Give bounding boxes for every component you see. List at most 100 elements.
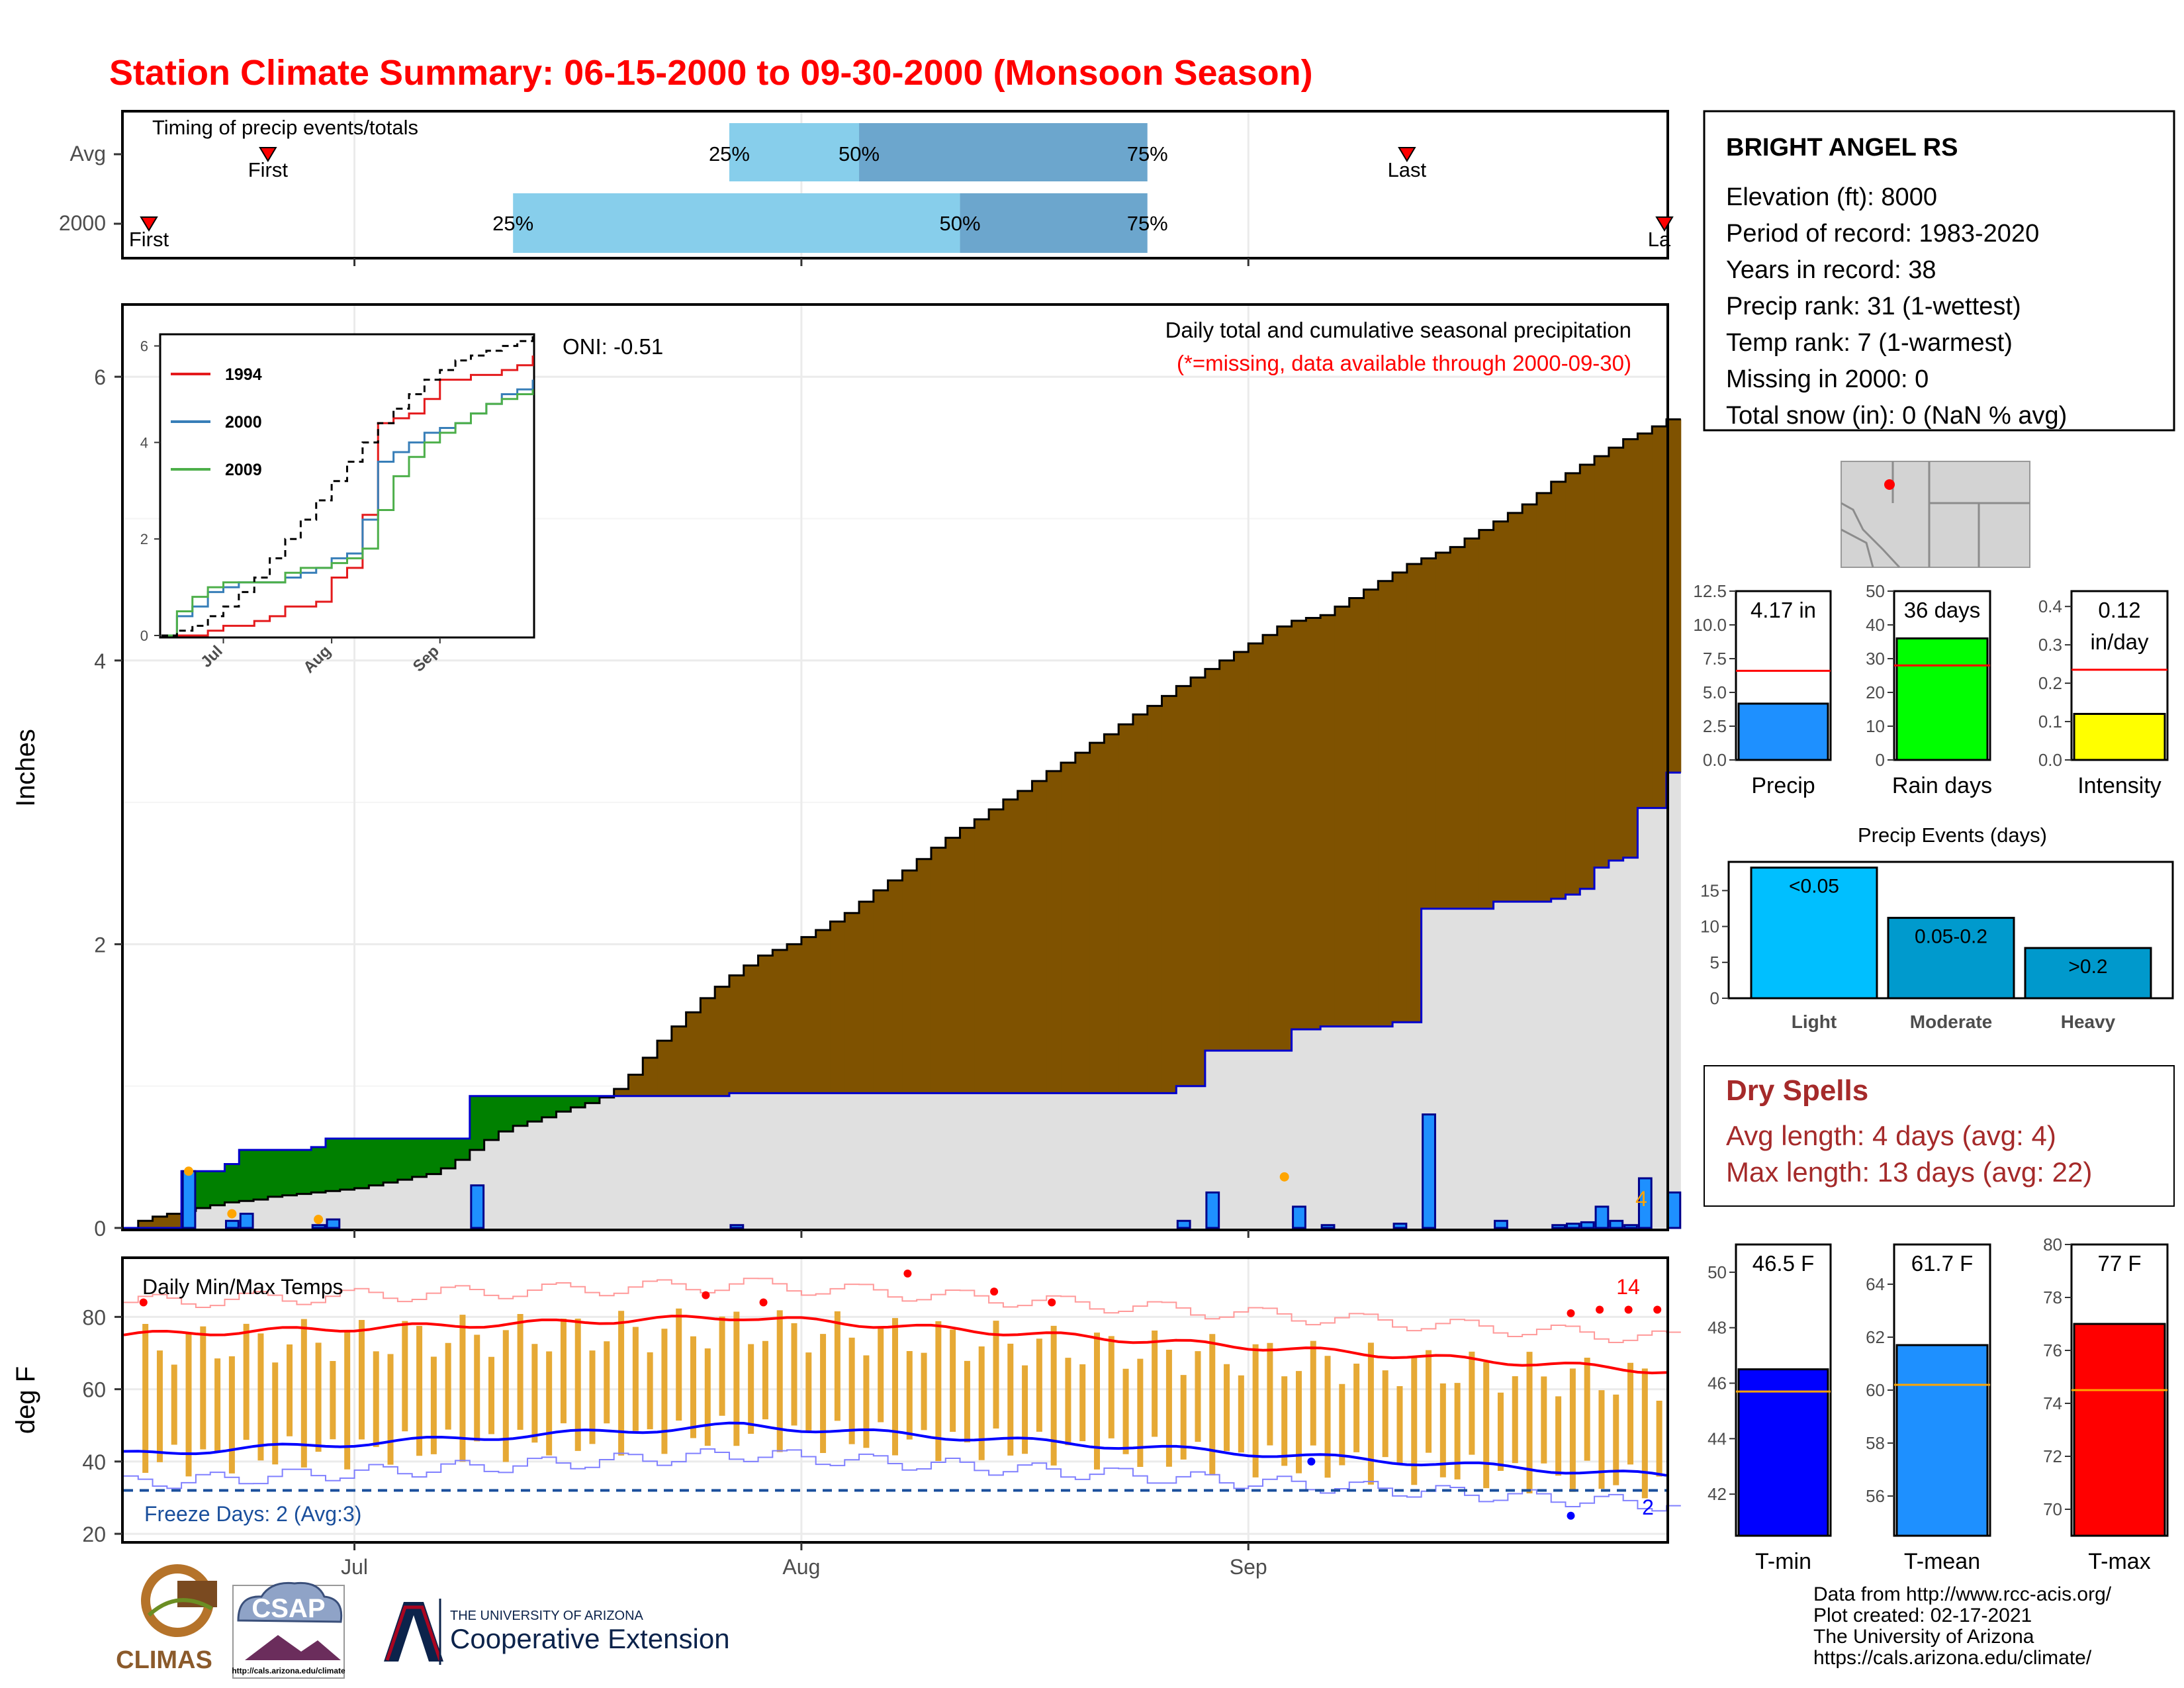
temp-panel: 20 40 60 80 deg F Daily Min/Max Temps Freez… bbox=[11, 1256, 1681, 1579]
deficit-segment bbox=[1637, 433, 1653, 808]
freeze-count: 2 bbox=[1642, 1495, 1654, 1519]
event-bar-light bbox=[1750, 867, 1878, 1000]
missing-marker bbox=[227, 1209, 237, 1219]
first-event-marker bbox=[140, 216, 158, 232]
surplus-segment bbox=[498, 1096, 514, 1132]
deficit-segment bbox=[1147, 706, 1163, 1094]
deficit-segment bbox=[1608, 447, 1624, 861]
deficit-segment bbox=[1565, 473, 1580, 895]
deficit-segment bbox=[1594, 456, 1610, 868]
last-event-label: La bbox=[1648, 228, 1671, 251]
deficit-segment bbox=[1191, 677, 1206, 1086]
timing-bar-50-75 bbox=[859, 123, 1148, 181]
deficit-segment bbox=[1363, 589, 1379, 1027]
deficit-segment bbox=[1508, 512, 1523, 902]
deficit-segment bbox=[887, 880, 903, 1094]
ua-top-text: THE UNIVERSITY OF ARIZONA bbox=[450, 1609, 644, 1623]
deficit-segment bbox=[1075, 753, 1091, 1094]
deficit-segment bbox=[1320, 615, 1336, 1027]
deficit-segment bbox=[1378, 581, 1393, 1027]
credit-line-2: Plot created: 02-17-2021 bbox=[1813, 1605, 2032, 1626]
summary-bar-chart-intensity: 0.0 0.1 0.2 0.3 0.4 0.12 in/day Intensity bbox=[2038, 590, 2169, 798]
temp-x-tick-label: Jul bbox=[341, 1555, 368, 1579]
university-of-arizona-logo: THE UNIVERSITY OF ARIZONA Cooperative Ex… bbox=[384, 1599, 730, 1665]
record-high-marker bbox=[1048, 1298, 1056, 1307]
deficit-segment bbox=[1032, 780, 1047, 1094]
surplus-segment bbox=[210, 1171, 225, 1205]
deficit-segment bbox=[1104, 734, 1119, 1094]
daily-precip-bar bbox=[1580, 1221, 1595, 1229]
station-line-precip-rank: Precip rank: 31 (1-wettest) bbox=[1726, 293, 2021, 320]
timing-bar-25-50 bbox=[729, 123, 860, 181]
event-bar-moderate bbox=[1887, 917, 2015, 1000]
timing-row-label-avg: Avg bbox=[69, 142, 106, 165]
record-low-line bbox=[124, 1448, 1681, 1512]
timing-bar-25-50 bbox=[513, 193, 960, 253]
daily-precip-bar bbox=[1494, 1219, 1508, 1229]
surplus-segment bbox=[556, 1096, 571, 1112]
surplus-segment bbox=[296, 1150, 312, 1194]
record-high-marker bbox=[759, 1298, 768, 1307]
deficit-segment bbox=[1263, 635, 1278, 1051]
summary-y-tick-label: 0.2 bbox=[2038, 673, 2062, 693]
event-bar-label: >0.2 bbox=[2068, 956, 2107, 978]
surplus-segment bbox=[513, 1096, 528, 1126]
summary-y-tick-label: 42 bbox=[1707, 1484, 1727, 1504]
deficit-segment bbox=[859, 902, 874, 1094]
timing-q75-label: 75% bbox=[1127, 142, 1168, 165]
timing-q50-label: 50% bbox=[839, 142, 880, 165]
deficit-segment bbox=[945, 837, 961, 1094]
summary-y-tick-label: 30 bbox=[1866, 649, 1885, 669]
daily-precip-bar bbox=[729, 1224, 745, 1229]
summary-y-tick-label: 50 bbox=[1707, 1262, 1727, 1282]
deficit-segment bbox=[1161, 696, 1177, 1094]
timing-panel: Timing of precip events/totals Avg 2000 … bbox=[59, 110, 1674, 266]
summary-y-tick-label: 76 bbox=[2043, 1340, 2062, 1360]
precip-events-title: Precip Events (days) bbox=[1858, 823, 2047, 847]
timing-bar-50-75 bbox=[960, 193, 1148, 253]
summary-y-tick-label: 0 bbox=[1876, 750, 1885, 770]
surplus-segment bbox=[369, 1138, 384, 1186]
missing-marker bbox=[1279, 1172, 1289, 1182]
precip-count: 4 bbox=[1635, 1187, 1647, 1211]
summary-value-bar bbox=[2073, 712, 2166, 761]
oni-label: ONI: -0.51 bbox=[563, 334, 663, 359]
summary-value-label: 61.7 F bbox=[1911, 1251, 1974, 1276]
daily-precip-bar bbox=[224, 1219, 240, 1229]
deficit-segment bbox=[989, 809, 1004, 1094]
climas-logo: CLIMAS bbox=[116, 1564, 217, 1674]
csap-url: http://cals.arizona.edu/climate bbox=[232, 1666, 345, 1675]
summary-x-label: Intensity bbox=[2077, 773, 2161, 798]
deficit-segment bbox=[1580, 465, 1595, 889]
deficit-segment bbox=[844, 913, 860, 1094]
precip-y-tick-label: 2 bbox=[94, 933, 106, 957]
summary-y-tick-label: 62 bbox=[1866, 1327, 1885, 1347]
daily-precip-bar bbox=[1176, 1219, 1191, 1229]
deficit-segment bbox=[686, 1012, 701, 1096]
summary-value-label: 77 F bbox=[2097, 1251, 2141, 1276]
deficit-segment bbox=[1306, 618, 1321, 1029]
summary-y-tick-label: 7.5 bbox=[1703, 649, 1727, 669]
record-high-marker bbox=[903, 1269, 912, 1278]
summary-value-bar bbox=[1737, 1368, 1829, 1537]
timing-q75-label: 75% bbox=[1127, 212, 1168, 235]
surplus-segment bbox=[585, 1096, 600, 1103]
csap-logo: CSAP http://cals.arizona.edu/climate bbox=[232, 1581, 345, 1679]
daily-precip-bar bbox=[1422, 1113, 1436, 1229]
surplus-segment bbox=[426, 1138, 441, 1174]
deficit-segment bbox=[1536, 492, 1552, 902]
daily-precip-bar bbox=[1623, 1224, 1638, 1229]
deficit-segment bbox=[1234, 651, 1249, 1051]
summary-y-tick-label: 12.5 bbox=[1693, 581, 1727, 601]
temp-ylabel: deg F bbox=[11, 1366, 40, 1434]
timing-row-label-2000: 2000 bbox=[59, 211, 106, 235]
deficit-segment bbox=[700, 998, 715, 1096]
deficit-segment bbox=[1003, 799, 1019, 1094]
precip-ylabel: Inches bbox=[11, 729, 40, 807]
summary-value-label: 46.5 F bbox=[1752, 1251, 1815, 1276]
deficit-segment bbox=[167, 1213, 182, 1228]
inset-y-tick-label: 4 bbox=[140, 434, 148, 451]
precip-y-tick-label: 6 bbox=[94, 365, 106, 389]
deficit-segment bbox=[1551, 481, 1567, 899]
deficit-segment bbox=[1248, 643, 1263, 1051]
